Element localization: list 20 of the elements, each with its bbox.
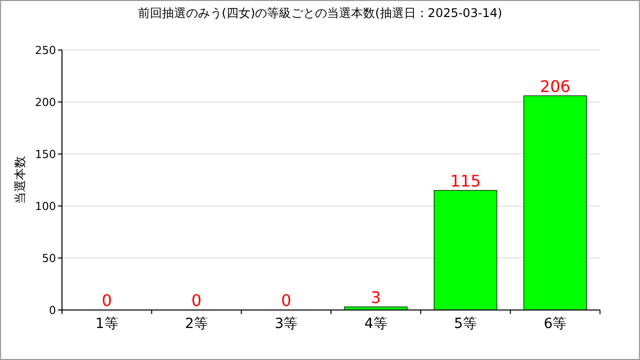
y-axis-title: 当選本数 [13,156,27,204]
chart-title: 前回抽選のみう(四女)の等級ごとの当選本数(抽選日：2025-03-14) [138,6,502,20]
data-label: 0 [281,291,292,310]
y-tick-label: 200 [35,96,56,109]
y-tick-label: 250 [35,44,56,57]
x-tick-label: 2等 [185,316,208,332]
y-tick-label: 0 [49,304,56,317]
y-tick-label: 150 [35,148,56,161]
x-tick-label: 5等 [454,316,477,332]
x-tick-label: 6等 [544,316,567,332]
data-label: 0 [191,291,202,310]
data-label: 115 [450,171,481,190]
y-tick-label: 50 [42,252,56,265]
data-label: 206 [540,76,570,96]
y-tick-label: 100 [35,200,56,213]
x-tick-label: 4等 [364,316,388,332]
data-label: 0 [102,291,112,310]
data-label: 3 [370,288,381,307]
x-tick-label: 3等 [274,316,298,332]
x-tick-label: 1等 [95,316,118,332]
